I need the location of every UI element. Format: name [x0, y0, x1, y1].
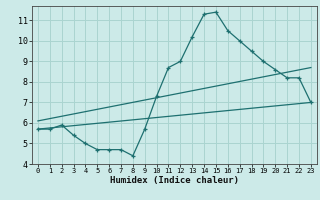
- X-axis label: Humidex (Indice chaleur): Humidex (Indice chaleur): [110, 176, 239, 185]
